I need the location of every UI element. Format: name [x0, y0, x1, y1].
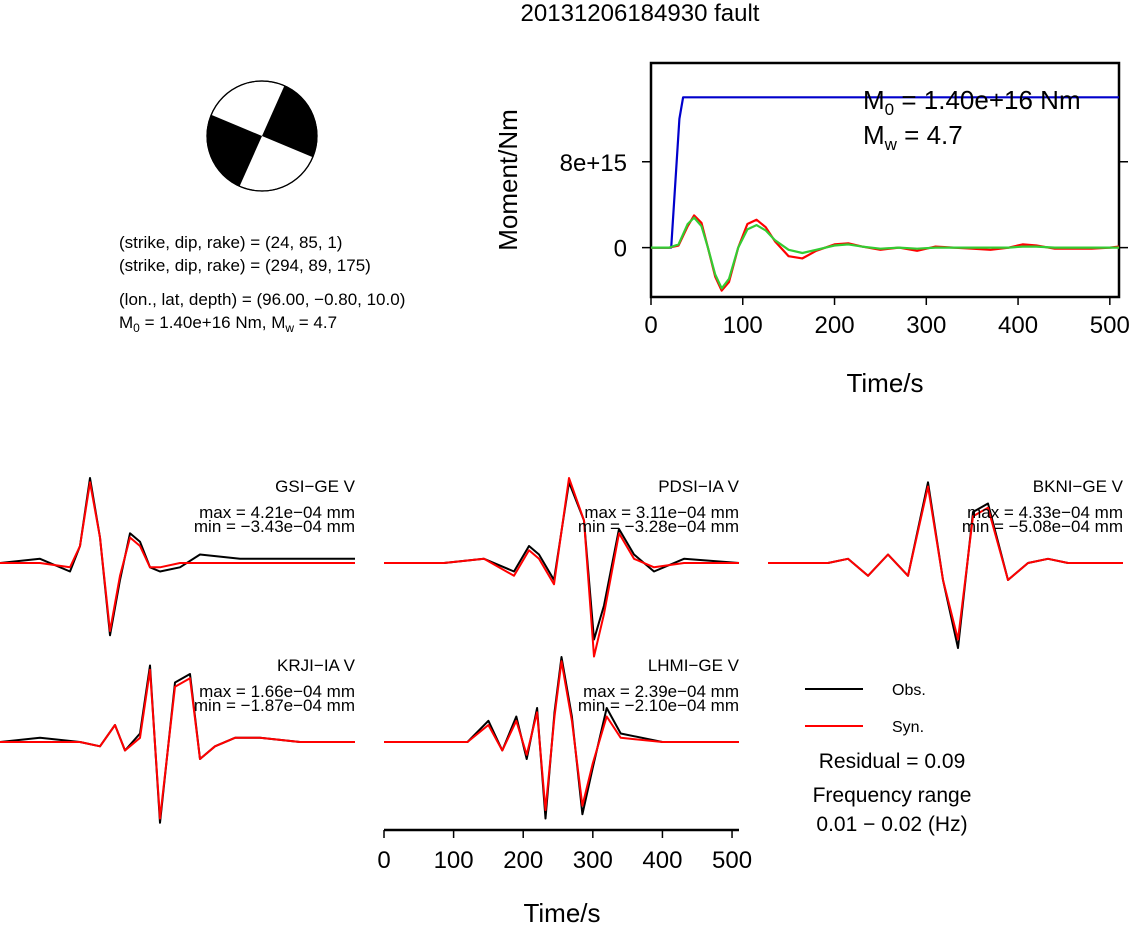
- waveform-xlabel: Time/s: [523, 898, 600, 926]
- station-max: max = 3.11e−04 mm: [584, 503, 739, 522]
- waveform-xtick-label: 300: [573, 847, 613, 874]
- focal-mechanism-beachball-icon: [206, 80, 318, 192]
- station-max: max = 4.33e−04 mm: [967, 503, 1123, 522]
- mechanism-location: (lon., lat, depth) = (96.00, −0.80, 10.0…: [119, 290, 405, 309]
- station-label: GSI−GE V: [275, 477, 355, 496]
- legend-syn-label: Syn.: [892, 719, 924, 736]
- station-label: PDSI−IA V: [658, 477, 739, 496]
- frequency-range-title: Frequency range: [813, 784, 972, 807]
- moment-series-2: [651, 216, 1119, 290]
- frequency-range-value: 0.01 − 0.02 (Hz): [816, 813, 967, 836]
- moment-xlabel: Time/s: [846, 368, 923, 398]
- waveform-xtick-label: 500: [712, 847, 752, 874]
- observed-trace: [0, 477, 355, 637]
- moment-xtick-label: 200: [815, 312, 855, 339]
- waveform-xtick-label: 100: [434, 847, 474, 874]
- waveform-time-axis: 0 100 200 300 400 500: [377, 828, 752, 874]
- synthetic-trace: [0, 668, 355, 820]
- moment-ytick-label: 0: [614, 236, 627, 263]
- moment-annotation-mw: Mw = 4.7: [863, 120, 963, 154]
- residual-text: Residual = 0.09: [819, 750, 966, 773]
- moment-xtick-label: 0: [644, 312, 657, 339]
- station-label: BKNI−GE V: [1033, 477, 1124, 496]
- station-label: LHMI−GE V: [648, 656, 740, 675]
- legend: Obs. Syn. Residual = 0.09 Frequency rang…: [805, 682, 971, 836]
- waveform-xtick-label: 0: [377, 847, 390, 874]
- waveform-xtick-label: 400: [642, 847, 682, 874]
- moment-ylabel: Moment/Nm: [493, 109, 523, 251]
- mechanism-plane-2: (strike, dip, rake) = (294, 89, 175): [119, 256, 371, 275]
- station-min: min = −1.87e−04 mm: [194, 696, 355, 715]
- synthetic-trace: [768, 485, 1123, 641]
- station-max: max = 1.66e−04 mm: [199, 682, 355, 701]
- synthetic-trace: [384, 477, 739, 658]
- legend-obs-label: Obs.: [892, 682, 926, 699]
- moment-xtick-label: 100: [723, 312, 763, 339]
- synthetic-trace: [384, 660, 739, 811]
- synthetic-trace: [0, 481, 355, 632]
- moment-series-0: [651, 96, 1119, 249]
- figure-title: 20131206184930 fault: [521, 0, 760, 27]
- station-min: min = −2.10e−04 mm: [578, 696, 739, 715]
- station-max: max = 2.39e−04 mm: [583, 682, 739, 701]
- waveform-xtick-label: 200: [503, 847, 543, 874]
- moment-series-1: [651, 214, 1120, 292]
- moment-annotation-m0: M0 = 1.40e+16 Nm: [863, 85, 1081, 119]
- station-min: min = −3.43e−04 mm: [194, 517, 355, 536]
- moment-xtick-label: 300: [906, 312, 946, 339]
- station-label: KRJI−IA V: [277, 656, 356, 675]
- moment-xtick-label: 500: [1090, 312, 1130, 339]
- station-max: max = 4.21e−04 mm: [199, 503, 355, 522]
- mechanism-plane-1: (strike, dip, rake) = (24, 85, 1): [119, 233, 342, 252]
- mechanism-moment: M0 = 1.40e+16 Nm, Mw = 4.7: [119, 313, 337, 335]
- station-min: min = −5.08e−04 mm: [962, 517, 1123, 536]
- moment-ytick-label: 8e+15: [560, 150, 627, 177]
- moment-plot-frame: [649, 61, 1121, 299]
- moment-xtick-label: 400: [998, 312, 1038, 339]
- station-min: min = −3.28e−04 mm: [578, 517, 739, 536]
